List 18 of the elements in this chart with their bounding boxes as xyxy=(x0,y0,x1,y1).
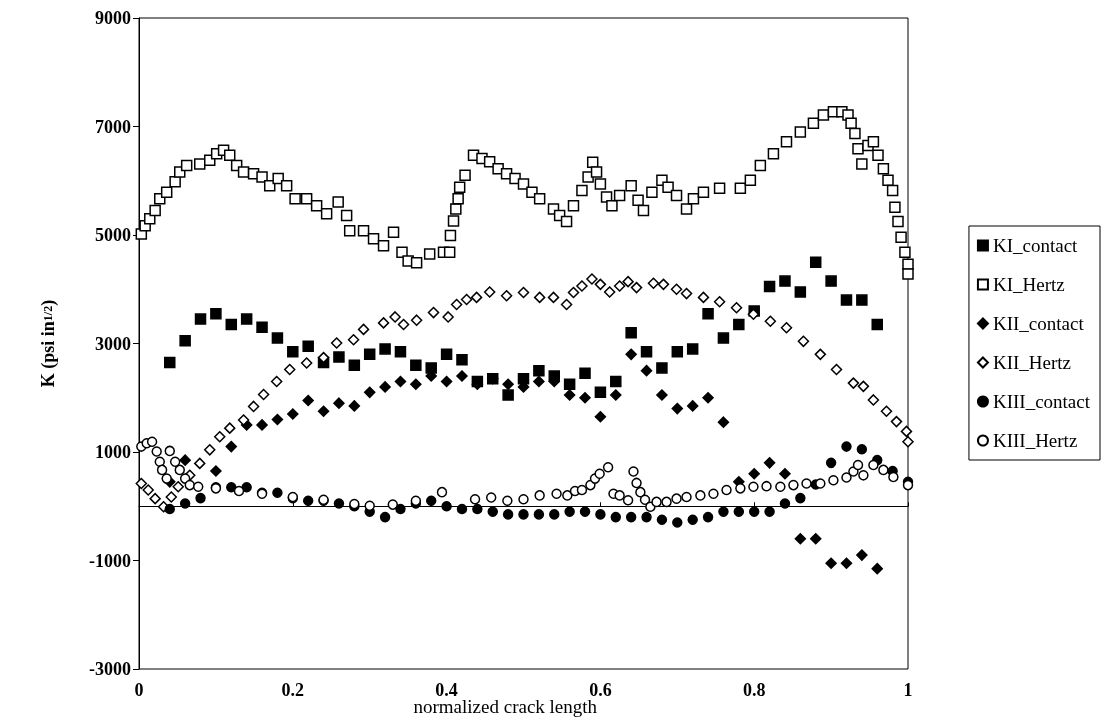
y-tick-label: 7000 xyxy=(95,116,131,137)
legend-label: KI_contact xyxy=(992,235,1079,256)
y-tick-label: -1000 xyxy=(89,550,131,571)
y-axis-title: K (psi in1/2) xyxy=(38,299,59,388)
y-tick-label: -3000 xyxy=(89,659,131,679)
x-tick-label: 0.2 xyxy=(281,680,305,700)
legend-label: KII_contact xyxy=(992,313,1085,334)
legend-label: KIII_contact xyxy=(992,391,1091,412)
x-tick-label: 0.8 xyxy=(742,680,766,700)
y-tick-label: 1000 xyxy=(95,442,131,462)
legend-label: KI_Hertz xyxy=(992,274,1065,295)
legend-label: KII_Hertz xyxy=(992,352,1072,373)
y-tick-label: 9000 xyxy=(95,8,131,28)
legend-label: KIII_Hertz xyxy=(992,430,1078,451)
x-tick-label: 1 xyxy=(903,680,913,700)
y-tick-label: 3000 xyxy=(95,333,131,354)
x-tick-label: 0 xyxy=(134,680,144,700)
y-tick-label: 5000 xyxy=(95,225,131,245)
